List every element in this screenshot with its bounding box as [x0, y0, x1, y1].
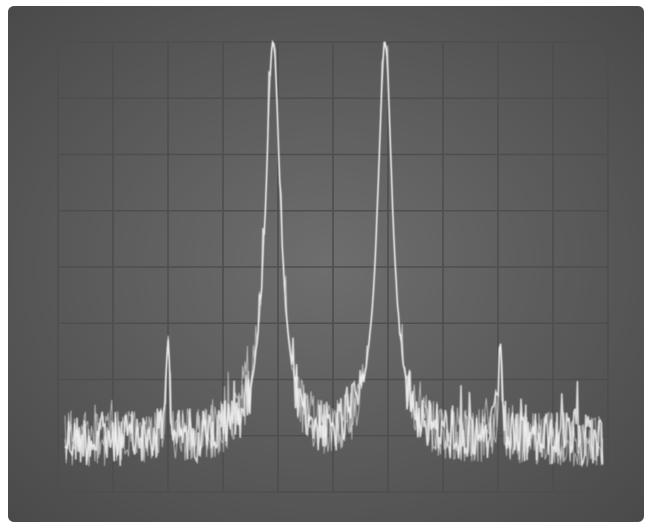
page: (() => { const svg = document.getElement…	[0, 0, 651, 527]
oscilloscope-photo	[0, 0, 651, 527]
